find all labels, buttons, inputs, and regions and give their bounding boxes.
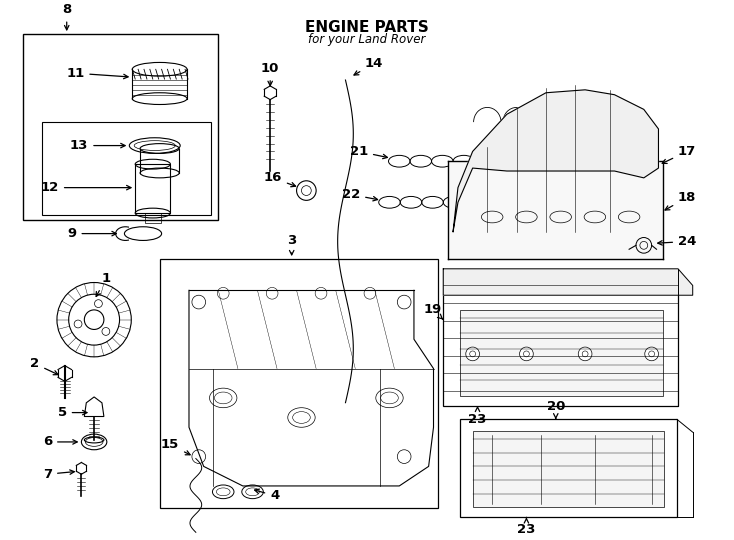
Text: 1: 1 bbox=[96, 273, 110, 296]
Text: 24: 24 bbox=[658, 235, 697, 248]
Text: 2: 2 bbox=[30, 357, 58, 375]
Bar bbox=[448, 161, 664, 259]
Bar bbox=[473, 431, 664, 508]
Polygon shape bbox=[443, 269, 693, 295]
Text: 23: 23 bbox=[517, 517, 536, 536]
Circle shape bbox=[520, 347, 534, 361]
Circle shape bbox=[466, 347, 479, 361]
Text: 13: 13 bbox=[70, 139, 126, 152]
Text: 22: 22 bbox=[342, 188, 377, 201]
Text: 4: 4 bbox=[255, 489, 280, 502]
Text: 14: 14 bbox=[354, 57, 383, 75]
Bar bbox=[145, 213, 161, 223]
Text: 16: 16 bbox=[264, 171, 296, 187]
Text: 15: 15 bbox=[161, 438, 190, 455]
Text: 18: 18 bbox=[665, 191, 697, 210]
Text: 17: 17 bbox=[662, 145, 697, 164]
Bar bbox=[460, 310, 664, 396]
Text: 5: 5 bbox=[57, 406, 87, 419]
Bar bbox=[23, 34, 218, 220]
Text: ENGINE PARTS: ENGINE PARTS bbox=[305, 21, 429, 36]
Circle shape bbox=[578, 347, 592, 361]
Text: 3: 3 bbox=[287, 234, 297, 255]
Bar bbox=[460, 420, 677, 517]
Text: 10: 10 bbox=[261, 62, 280, 86]
Text: 6: 6 bbox=[43, 435, 77, 448]
Text: 19: 19 bbox=[423, 303, 443, 319]
Text: 11: 11 bbox=[66, 67, 128, 80]
Text: 20: 20 bbox=[547, 400, 565, 419]
Circle shape bbox=[644, 347, 658, 361]
Bar bbox=[443, 269, 678, 406]
Text: 12: 12 bbox=[40, 181, 131, 194]
Text: for your Land Rover: for your Land Rover bbox=[308, 33, 426, 46]
Text: 9: 9 bbox=[68, 227, 117, 240]
Text: 23: 23 bbox=[468, 407, 487, 426]
Bar bbox=[135, 164, 170, 213]
Text: 21: 21 bbox=[349, 145, 388, 159]
Text: 8: 8 bbox=[62, 3, 71, 30]
Polygon shape bbox=[453, 90, 658, 232]
Bar bbox=[160, 259, 438, 509]
Bar bbox=[43, 122, 211, 215]
Text: 7: 7 bbox=[43, 468, 74, 481]
